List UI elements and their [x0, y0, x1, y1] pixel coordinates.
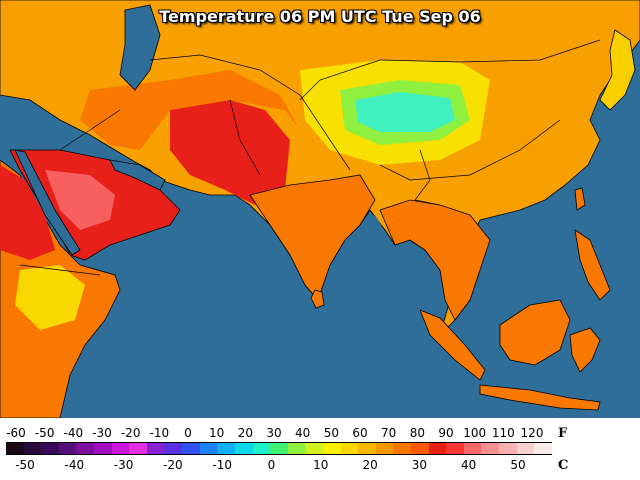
fahrenheit-tick-label: 100 — [463, 426, 487, 440]
fahrenheit-tick-label: -10 — [149, 426, 170, 440]
colorbar-swatch — [94, 443, 112, 454]
land-borneo — [499, 299, 571, 366]
land-sumatra — [419, 309, 486, 381]
temperature-map — [0, 0, 640, 418]
celsius-tick-label: 20 — [362, 458, 378, 472]
africa-hot-region — [0, 165, 55, 260]
fahrenheit-tick-label: 80 — [409, 426, 425, 440]
colorbar-swatch — [146, 443, 165, 454]
colorbar-swatch — [111, 443, 130, 454]
arabia-hot-core — [45, 170, 115, 230]
fahrenheit-tick-label: -60 — [6, 426, 26, 440]
fahrenheit-tick-label: 40 — [295, 426, 311, 440]
land-sulawesi — [569, 327, 601, 373]
celsius-tick-label: -50 — [15, 458, 35, 472]
celsius-tick-label: -30 — [113, 458, 134, 472]
celsius-tick-label: -10 — [212, 458, 232, 472]
colorbar-swatch — [375, 443, 394, 454]
colorbar-swatch — [446, 443, 464, 454]
colorbar-swatch — [6, 443, 24, 454]
celsius-tick-label: 40 — [461, 458, 477, 472]
persian-gulf — [109, 159, 166, 191]
africa-cool-region — [15, 265, 85, 330]
colorbar-swatch — [199, 443, 218, 454]
celsius-unit: C — [558, 458, 569, 473]
colorbar-swatch — [305, 443, 323, 454]
land-japan — [599, 29, 636, 111]
land-southeast-asia — [379, 199, 491, 321]
land-philippines — [574, 229, 611, 301]
celsius-tick-label: -40 — [64, 458, 85, 472]
celsius-tick-label: 10 — [313, 458, 329, 472]
red-sea — [14, 149, 81, 256]
land-taiwan — [574, 187, 586, 211]
bay-of-bengal — [340, 215, 400, 300]
colorbar-swatch — [287, 443, 306, 454]
colorbar-swatch — [516, 443, 535, 454]
colorbar-swatch — [463, 443, 482, 454]
colorbar-swatch — [41, 443, 59, 454]
fahrenheit-tick-label: -20 — [120, 426, 141, 440]
colorbar-swatch — [129, 443, 147, 454]
caspian-sea — [119, 4, 161, 91]
fahrenheit-tick-label: 70 — [381, 426, 397, 440]
iran-pakistan-hot — [170, 100, 290, 205]
country-borders — [19, 39, 601, 276]
fahrenheit-tick-label: 60 — [352, 426, 368, 440]
fahrenheit-tick-label: 110 — [491, 426, 515, 440]
fahrenheit-tick-label: 50 — [323, 426, 339, 440]
colorbar-swatch — [270, 443, 288, 454]
fahrenheit-tick-label: 0 — [184, 426, 192, 440]
colorbar-swatch — [481, 443, 500, 454]
colorbar-swatch — [217, 443, 235, 454]
fahrenheit-tick-label: 30 — [266, 426, 282, 440]
colorbar-swatch — [23, 443, 42, 454]
colorbar-swatch — [499, 443, 517, 454]
colorbar-swatch — [234, 443, 253, 454]
fahrenheit-tick-label: 10 — [209, 426, 225, 440]
colorbar-swatch — [411, 443, 429, 454]
fahrenheit-tick-label: 120 — [520, 426, 544, 440]
fahrenheit-unit: F — [558, 426, 568, 441]
fahrenheit-tick-label: -30 — [92, 426, 112, 440]
colorbar-swatch — [164, 443, 183, 454]
map-title: Temperature 06 PM UTC Tue Sep 06 — [159, 7, 481, 26]
colorbar-swatch — [428, 443, 447, 454]
colorbar-swatch — [182, 443, 200, 454]
colorbar-swatch — [358, 443, 376, 454]
colorbar-swatch — [534, 443, 552, 454]
colorbar-swatch — [58, 443, 77, 454]
celsius-tick-label: 0 — [267, 458, 276, 472]
fahrenheit-tick-label: -50 — [34, 426, 55, 440]
colorbar — [6, 442, 552, 455]
colorbar-swatch — [322, 443, 341, 454]
fahrenheit-tick-label: 20 — [237, 426, 253, 440]
colorbar-swatch — [252, 443, 271, 454]
colorbar-swatch — [340, 443, 359, 454]
colorbar-swatch — [393, 443, 412, 454]
colorbar-swatch — [76, 443, 95, 454]
fahrenheit-tick-label: -40 — [63, 426, 84, 440]
land-java — [479, 384, 601, 411]
celsius-tick-label: -20 — [163, 458, 183, 472]
fahrenheit-tick-label: 90 — [438, 426, 454, 440]
celsius-tick-label: 30 — [411, 458, 428, 472]
land-sri-lanka — [310, 289, 325, 309]
celsius-tick-label: 50 — [510, 458, 526, 472]
tibet-coldest — [355, 92, 455, 132]
